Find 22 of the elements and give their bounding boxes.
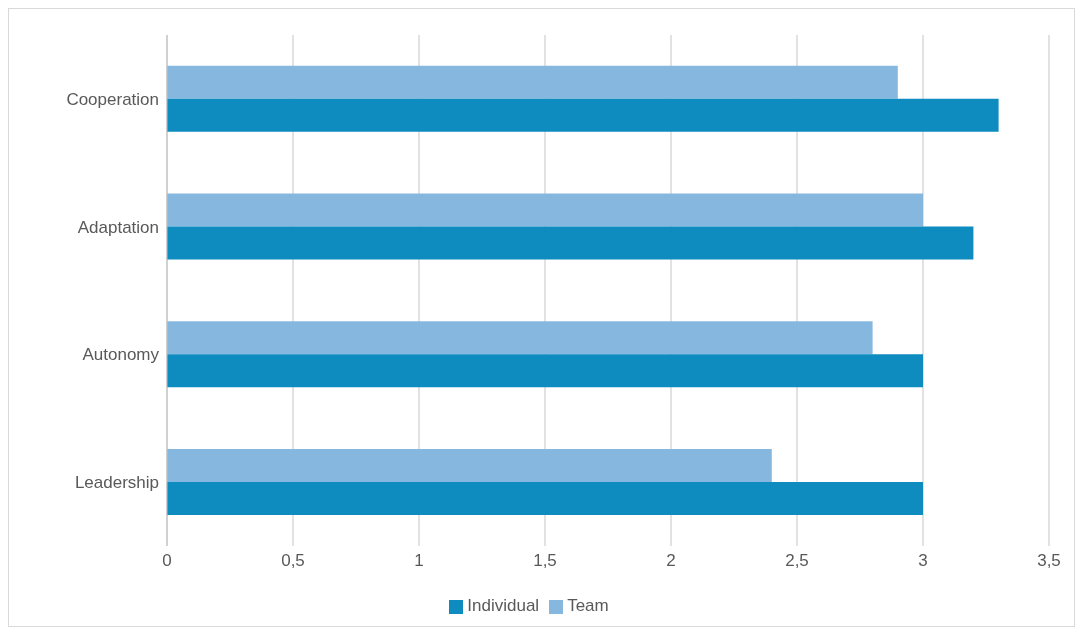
x-tick-label: 2,5 [785, 551, 809, 571]
y-tick-label: Leadership [74, 473, 159, 493]
bar [167, 448, 772, 482]
bar [167, 226, 974, 260]
x-tick-label: 2 [666, 551, 676, 571]
bar [167, 98, 999, 132]
x-tick-label: 0,5 [281, 551, 305, 571]
bar [167, 481, 923, 515]
legend-label: Team [567, 596, 609, 615]
x-tick-label: 3,5 [1037, 551, 1061, 571]
bar [167, 193, 923, 227]
x-tick-label: 1 [414, 551, 424, 571]
bar [167, 354, 923, 388]
x-tick-label: 1,5 [533, 551, 557, 571]
y-tick-label: Cooperation [66, 89, 159, 109]
y-tick-label: Autonomy [82, 345, 160, 365]
x-tick-label: 0 [162, 551, 172, 571]
x-tick-label: 3 [918, 551, 928, 571]
bar [167, 321, 873, 355]
bar [167, 65, 898, 99]
legend-label: Individual [467, 596, 540, 615]
y-tick-label: Adaptation [77, 217, 159, 237]
